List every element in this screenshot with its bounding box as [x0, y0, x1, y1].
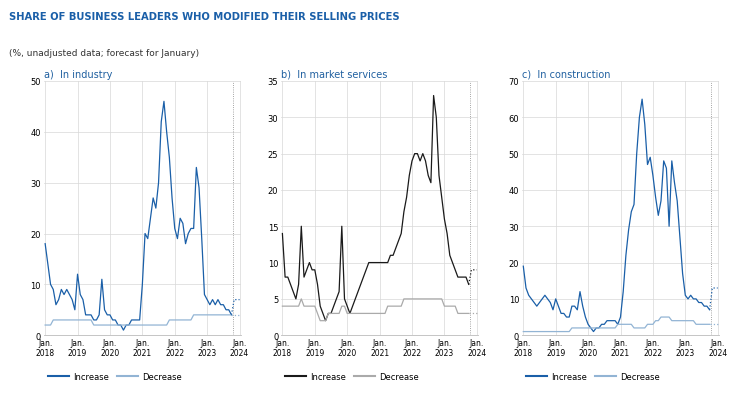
Legend: Increase, Decrease: Increase, Decrease [48, 373, 182, 382]
Text: b)  In market services: b) In market services [281, 70, 388, 80]
Text: a)  In industry: a) In industry [44, 70, 112, 80]
Legend: Increase, Decrease: Increase, Decrease [285, 373, 419, 382]
Text: SHARE OF BUSINESS LEADERS WHO MODIFIED THEIR SELLING PRICES: SHARE OF BUSINESS LEADERS WHO MODIFIED T… [9, 12, 399, 22]
Legend: Increase, Decrease: Increase, Decrease [526, 373, 660, 382]
Text: (%, unadjusted data; forecast for January): (%, unadjusted data; forecast for Januar… [9, 49, 199, 58]
Text: c)  In construction: c) In construction [522, 70, 610, 80]
